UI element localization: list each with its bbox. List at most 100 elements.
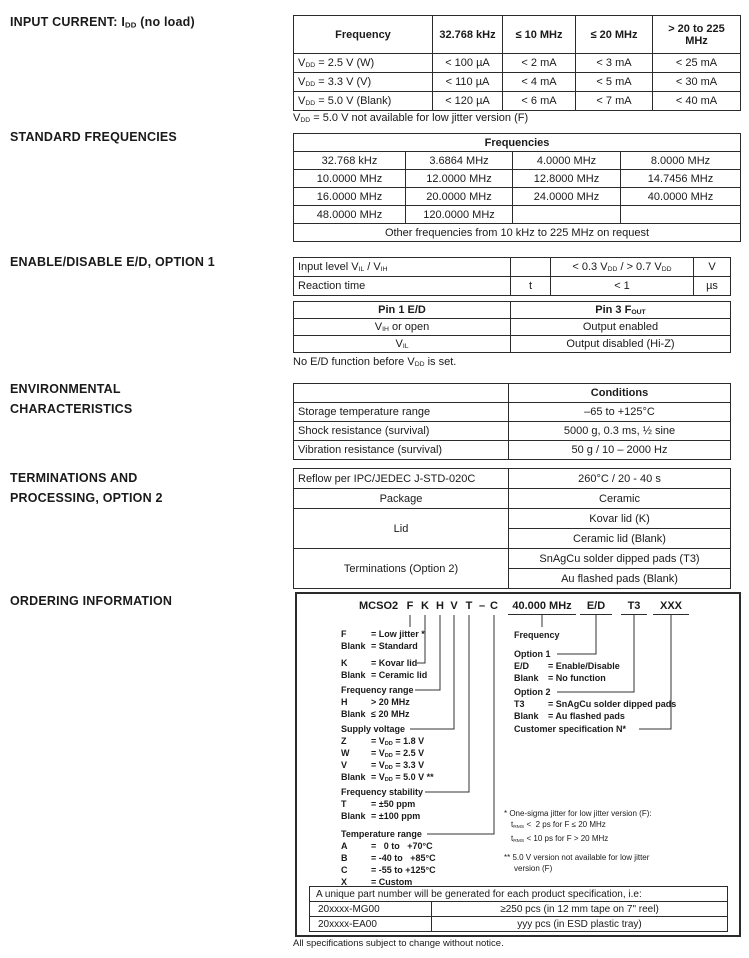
part-letter: C	[490, 600, 498, 612]
ed-pins-table: Pin 1 E/D Pin 3 FOUT VIH or open Output …	[293, 301, 731, 353]
part-letter: F	[406, 600, 414, 612]
standard-frequencies-table: Frequencies 32.768 kHz 3.6864 MHz 4.0000…	[293, 133, 741, 242]
header-cell: Frequency	[293, 15, 433, 54]
ordering-group-customer-spec: Customer specification N*	[514, 723, 626, 735]
header-cell: Conditions	[508, 383, 731, 403]
table-cell: Input level VIL / VIH	[293, 257, 511, 277]
ordering-group-option1: Option 1 E/D = Enable/Disable Blank = No f…	[514, 648, 620, 684]
ordering-group-lid: K = Kovar lid Blank = Ceramic lid	[341, 657, 427, 681]
table-header-row: A unique part number will be generated f…	[308, 886, 729, 902]
legend-title: Customer specification N*	[514, 724, 627, 734]
legend-line: V = VDD = 3.3 V	[341, 760, 425, 771]
ordering-group-option2: Option 2 T3 = SnAgCu solder dipped pads B…	[514, 686, 676, 722]
table-cell: < 120 µA	[432, 91, 503, 111]
table-cell: 32.768 kHz	[293, 151, 406, 170]
table-cell: Package	[293, 488, 509, 509]
table-cell: 8.0000 MHz	[620, 151, 741, 170]
table-cell	[620, 205, 741, 224]
table-row: VDD = 3.3 V (V) < 110 µA < 4 mA < 5 mA <…	[293, 72, 741, 92]
footnote-line: * One-sigma jitter for low jitter versio…	[504, 809, 652, 818]
legend-line: Blank ≤ 20 MHz	[341, 709, 410, 719]
legend-line: B = -40 to +85°C	[341, 853, 436, 863]
table-row: Reaction time t < 1 µs	[293, 276, 731, 296]
legend-title: Supply voltage	[341, 724, 406, 734]
table-cell: Other frequencies from 10 kHz to 225 MHz…	[293, 223, 741, 242]
table-cell: 20xxxx-MG00	[309, 901, 432, 917]
section-heading-enable-disable: ENABLE/DISABLE E/D, OPTION 1	[10, 255, 215, 269]
table-row: Au flashed pads (Blank)	[294, 568, 731, 589]
table-cell: Ceramic	[508, 488, 731, 509]
table-cell: 4.0000 MHz	[512, 151, 621, 170]
legend-line: Blank = No function	[514, 673, 606, 683]
legend-title: Temperature range	[341, 829, 422, 839]
legend-title: Option 2	[514, 687, 551, 697]
table-cell: 50 g / 10 – 2000 Hz	[508, 440, 731, 460]
table-cell	[512, 205, 621, 224]
table-cell: Au flashed pads (Blank)	[508, 568, 731, 589]
table-cell: VIL	[293, 335, 511, 353]
table-cell: < 30 mA	[652, 72, 741, 92]
table-row: Shock resistance (survival) 5000 g, 0.3 …	[293, 421, 731, 441]
part-frequency: 40.000 MHz	[508, 600, 576, 615]
table-cell: 12.8000 MHz	[512, 169, 621, 188]
legend-line: T3 = SnAgCu solder dipped pads	[514, 699, 677, 709]
legend-line: Blank = ±100 ppm	[341, 811, 421, 821]
legend-line: A = 0 to +70°C	[341, 841, 433, 851]
table-cell: 48.0000 MHz	[293, 205, 406, 224]
legend-line: T = ±50 ppm	[341, 799, 416, 809]
section-heading-environmental: ENVIRONMENTAL CHARACTERISTICS	[10, 382, 133, 416]
table-cell	[293, 383, 509, 403]
table-cell: < 100 µA	[432, 53, 503, 73]
table-cell: 20xxxx-EA00	[309, 916, 432, 932]
legend-title: Option 1	[514, 649, 551, 659]
table-cell: Kovar lid (K)	[508, 508, 731, 529]
header-cell: Frequencies	[293, 133, 741, 152]
table-cell: 3.6864 MHz	[405, 151, 513, 170]
part-number-prefix: MCSO2	[359, 600, 399, 612]
legend-line: E/D = Enable/Disable	[514, 661, 620, 671]
legend-title: Frequency	[514, 630, 560, 640]
table-cell: 120.0000 MHz	[405, 205, 513, 224]
table-cell: V	[693, 257, 731, 277]
table-row: VDD = 2.5 V (W) < 100 µA < 2 mA < 3 mA <…	[293, 53, 741, 73]
table-cell: Vibration resistance (survival)	[293, 440, 509, 460]
ed-levels-table: Input level VIL / VIH < 0.3 VDD / > 0.7 …	[293, 257, 731, 296]
footnote-line: tRMS < 2 ps for F ≤ 20 MHz	[511, 820, 606, 830]
table-row: 32.768 kHz 3.6864 MHz 4.0000 MHz 8.0000 …	[293, 151, 741, 170]
table-cell: < 4 mA	[502, 72, 576, 92]
table-row: Storage temperature range –65 to +125°C	[293, 402, 731, 422]
table-row: Terminations (Option 2) SnAgCu solder di…	[293, 548, 731, 589]
header-cell: ≤ 10 MHz	[502, 15, 576, 54]
part-letter: K	[421, 600, 429, 612]
legend-line: Blank = VDD = 5.0 V **	[341, 772, 434, 783]
ordering-group-frequency-stability: Frequency stability T = ±50 ppm Blank = ±1…	[341, 786, 423, 822]
table-cell: < 3 mA	[575, 53, 653, 73]
part-option2: T3	[621, 600, 647, 615]
header-cell: > 20 to 225 MHz	[652, 15, 741, 54]
table-cell: 14.7456 MHz	[620, 169, 741, 188]
section-heading-standard-frequencies: STANDARD FREQUENCIES	[10, 130, 177, 144]
table-cell: VIH or open	[293, 318, 511, 336]
table-row: 20xxxx-EA00 yyy pcs (in ESD plastic tray…	[309, 916, 729, 932]
legend-title: Frequency stability	[341, 787, 424, 797]
table-cell: t	[510, 276, 551, 296]
table-cell: < 0.3 VDD / > 0.7 VDD	[550, 257, 694, 277]
legend-line: Blank = Au flashed pads	[514, 711, 625, 721]
table-row: 10.0000 MHz 12.0000 MHz 12.8000 MHz 14.7…	[293, 169, 741, 188]
table-cell: Lid	[293, 508, 509, 549]
table-cell: Output disabled (Hi-Z)	[510, 335, 731, 353]
ed-note: No E/D function before VDD is set.	[293, 356, 457, 369]
table-cell: ≥250 pcs (in 12 mm tape on 7" reel)	[430, 901, 729, 917]
unique-part-number-table: A unique part number will be generated f…	[308, 886, 729, 932]
footnote-line: ** 5.0 V version not available for low j…	[504, 853, 650, 862]
terminations-table: Reflow per IPC/JEDEC J-STD-020C 260°C / …	[293, 468, 731, 589]
legend-line: Blank = Ceramic lid	[341, 670, 428, 680]
table-cell: < 110 µA	[432, 72, 503, 92]
input-current-note: VDD = 5.0 V not available for low jitter…	[293, 112, 529, 125]
section-heading-ordering: ORDERING INFORMATION	[10, 594, 173, 608]
table-row: Package Ceramic	[293, 488, 731, 509]
legend-line: Z = VDD = 1.8 V	[341, 736, 425, 747]
table-cell: Ceramic lid (Blank)	[508, 528, 731, 549]
table-footer-row: Other frequencies from 10 kHz to 225 MHz…	[293, 223, 741, 242]
